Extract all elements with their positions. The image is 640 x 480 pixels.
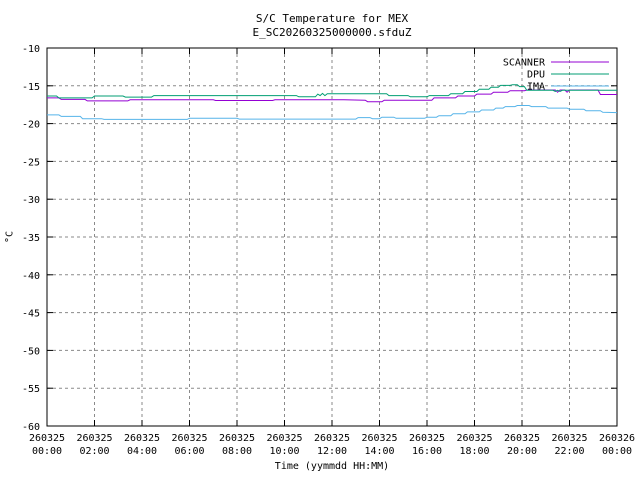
x-tick-date: 260325 [219, 433, 255, 444]
x-tick-time: 12:00 [317, 446, 347, 457]
x-tick-time: 08:00 [222, 446, 252, 457]
chart-subtitle: E_SC20260325000000.sfduZ [252, 26, 412, 39]
x-tick-time: 00:00 [602, 446, 632, 457]
y-tick-label: -25 [22, 157, 40, 168]
y-tick-label: -10 [22, 44, 40, 55]
x-tick-date: 260325 [409, 433, 445, 444]
series-line-ima [47, 105, 618, 120]
y-tick-label: -15 [22, 82, 40, 93]
x-tick-time: 06:00 [174, 446, 204, 457]
y-tick-label: -50 [22, 346, 40, 357]
legend-label-dpu: DPU [527, 70, 545, 81]
plot-border [46, 47, 618, 427]
x-tick-time: 04:00 [127, 446, 157, 457]
x-tick-time: 22:00 [554, 446, 584, 457]
y-tick-label: -20 [22, 120, 40, 131]
series-line-dpu [47, 84, 617, 99]
x-tick-date: 260325 [266, 433, 302, 444]
x-tick-date: 260325 [504, 433, 540, 444]
x-tick-date: 260325 [76, 433, 112, 444]
y-tick-label: -45 [22, 309, 40, 320]
y-tick-label: -40 [22, 271, 40, 282]
legend-label-ima: IMA [527, 82, 545, 93]
x-tick-time: 00:00 [32, 446, 62, 457]
x-axis-title: Time (yymmdd HH:MM) [274, 461, 390, 472]
y-tick-label: -35 [22, 233, 40, 244]
y-axis-title: °C [4, 230, 16, 244]
chart-title: S/C Temperature for MEX [255, 12, 409, 25]
x-tick-time: 16:00 [412, 446, 442, 457]
x-tick-time: 14:00 [364, 446, 394, 457]
y-tick-label: -55 [22, 384, 40, 395]
x-tick-time: 18:00 [459, 446, 489, 457]
series-line-scanner [47, 89, 617, 103]
x-tick-date: 260325 [314, 433, 350, 444]
x-tick-date: 260325 [124, 433, 160, 444]
x-tick-date: 260325 [551, 433, 587, 444]
x-tick-date: 260325 [171, 433, 207, 444]
x-tick-date: 260326 [599, 433, 635, 444]
x-tick-time: 02:00 [79, 446, 109, 457]
x-tick-date: 260325 [361, 433, 397, 444]
x-tick-date: 260325 [29, 433, 65, 444]
x-tick-time: 10:00 [269, 446, 299, 457]
legend-label-scanner: SCANNER [503, 58, 546, 69]
x-tick-date: 260325 [456, 433, 492, 444]
y-tick-label: -60 [22, 422, 40, 433]
y-tick-label: -30 [22, 195, 40, 206]
x-tick-time: 20:00 [507, 446, 537, 457]
